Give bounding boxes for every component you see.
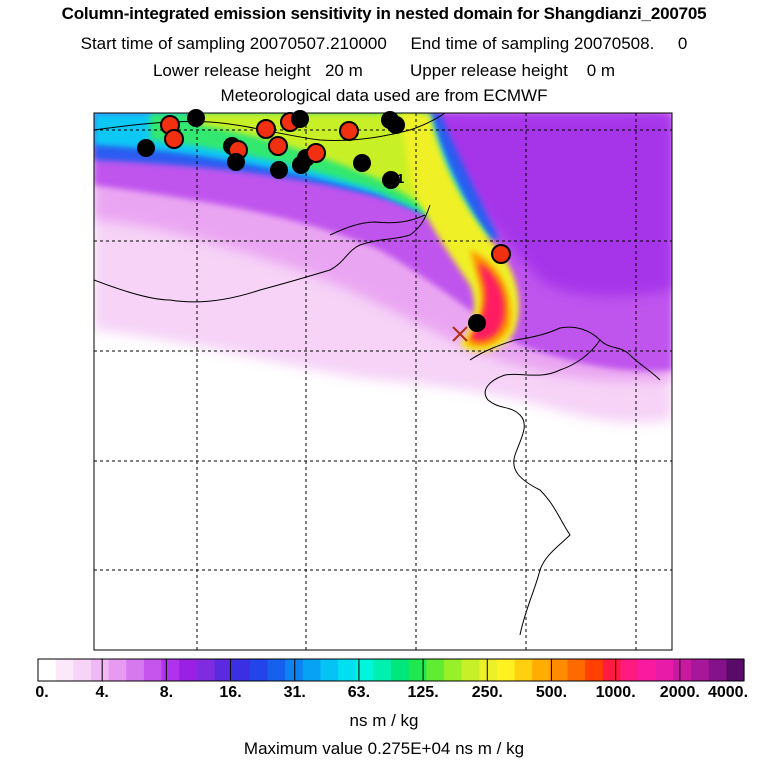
colorbar-cell [496, 659, 516, 681]
colorbar-cell [232, 659, 251, 681]
colorbar-tick-label: 125. [407, 684, 439, 701]
upper-release-label: Upper release height 0 m [409, 61, 616, 80]
colorbar-cell [373, 659, 392, 681]
colorbar-cell [267, 659, 286, 681]
end-time-label: End time of sampling 20070508. 0 [410, 34, 688, 53]
colorbar-cell [673, 659, 692, 681]
colorbar-tick-label: 250. [471, 684, 503, 701]
colorbar-cell [514, 659, 533, 681]
marker-red [306, 143, 326, 163]
marker-black [137, 139, 155, 157]
colorbar-tick-label: 4000. [707, 684, 749, 701]
colorbar-cell [320, 659, 339, 681]
colorbar-cell [355, 659, 374, 681]
release-site-number: 1 [397, 171, 404, 186]
marker-black [382, 171, 400, 189]
marker-black [270, 161, 288, 179]
marker-black [291, 110, 309, 128]
colorbar-cell [302, 659, 321, 681]
colorbar-cell [408, 659, 427, 681]
plot-title: Column-integrated emission sensitivity i… [61, 4, 707, 23]
colorbar-tick-label: 16. [219, 684, 242, 701]
sampling-time-line: Start time of sampling 20070507.210000 E… [0, 34, 768, 54]
colorbar-cell [196, 659, 216, 681]
marker-red [339, 121, 359, 141]
colorbar-cell [108, 659, 127, 681]
marker-red [256, 119, 276, 139]
colorbar-cells [38, 659, 745, 681]
colorbar-units: ns m / kg [349, 711, 419, 730]
colorbar-cell [532, 659, 551, 681]
marker-red [164, 129, 184, 149]
graticule [94, 113, 672, 650]
met-data-line: Meteorological data used are from ECMWF [220, 86, 548, 105]
release-site-icon [452, 326, 468, 342]
colorbar-cell [73, 659, 92, 681]
colorbar-cell [620, 659, 639, 681]
colorbar-tick-label: 8. [159, 684, 174, 701]
lower-release-label: Lower release height 20 m [152, 61, 363, 80]
colorbar-cell [726, 659, 745, 681]
colorbar-cell [55, 659, 74, 681]
sensitivity-field [94, 113, 672, 423]
colorbar-cell [90, 659, 110, 681]
colorbar-tick-label: 4. [95, 684, 109, 701]
colorbar-ticks [37, 659, 745, 681]
colorbar-cell [179, 659, 198, 681]
marker-red [268, 136, 288, 156]
colorbar-tick-label: 63. [347, 684, 371, 701]
colorbar-cell [461, 659, 480, 681]
colorbar-cell [126, 659, 145, 681]
colorbar-cell [161, 659, 180, 681]
colorbar-cell [602, 659, 622, 681]
colorbar-tick-label: 2000. [659, 684, 700, 701]
colorbar-tick-label: 1000. [595, 684, 636, 701]
colorbar-cell [443, 659, 463, 681]
colorbar-cell [567, 659, 586, 681]
colorbar-cell [638, 659, 657, 681]
colorbar-cell [338, 659, 357, 681]
colorbar-cell [585, 659, 604, 681]
colorbar-tick-label: 0. [35, 684, 49, 701]
colorbar-cell [426, 659, 445, 681]
colorbar-tick-label: 500. [535, 684, 568, 701]
colorbar-cell [708, 659, 727, 681]
marker-black [227, 153, 245, 171]
colorbar-cell [655, 659, 674, 681]
colorbar-cell [549, 659, 569, 681]
colorbar-cell [285, 659, 304, 681]
release-height-line: Lower release height 20 m Upper release … [0, 61, 768, 81]
max-value-label: Maximum value 0.275E+04 ns m / kg [243, 739, 525, 758]
marker-red [491, 244, 511, 264]
colorbar-cell [38, 659, 57, 681]
marker-black [468, 314, 486, 332]
colorbar-cell [391, 659, 410, 681]
colorbar-cell [214, 659, 233, 681]
colorbar-cell [691, 659, 710, 681]
colorbar-cell [479, 659, 498, 681]
colorbar-cell [143, 659, 163, 681]
marker-black [387, 116, 405, 134]
map-frame [93, 112, 673, 651]
marker-black [353, 154, 371, 172]
colorbar-tick-label: 31. [283, 684, 306, 701]
start-time-label: Start time of sampling 20070507.210000 [80, 34, 387, 53]
colorbar-cell [249, 659, 269, 681]
receptor-markers [137, 109, 511, 332]
